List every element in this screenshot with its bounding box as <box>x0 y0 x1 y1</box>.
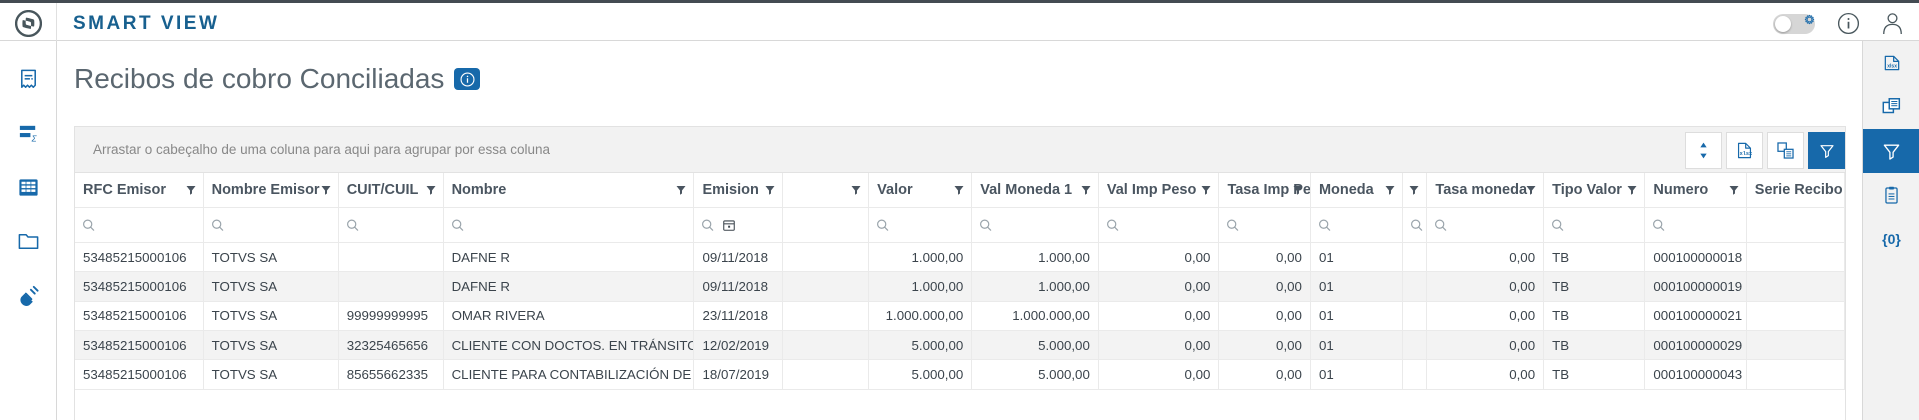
svg-text:xlsx: xlsx <box>1740 151 1753 157</box>
svg-text:Σ: Σ <box>31 134 38 143</box>
svg-text:xlsx: xlsx <box>1887 64 1897 70</box>
